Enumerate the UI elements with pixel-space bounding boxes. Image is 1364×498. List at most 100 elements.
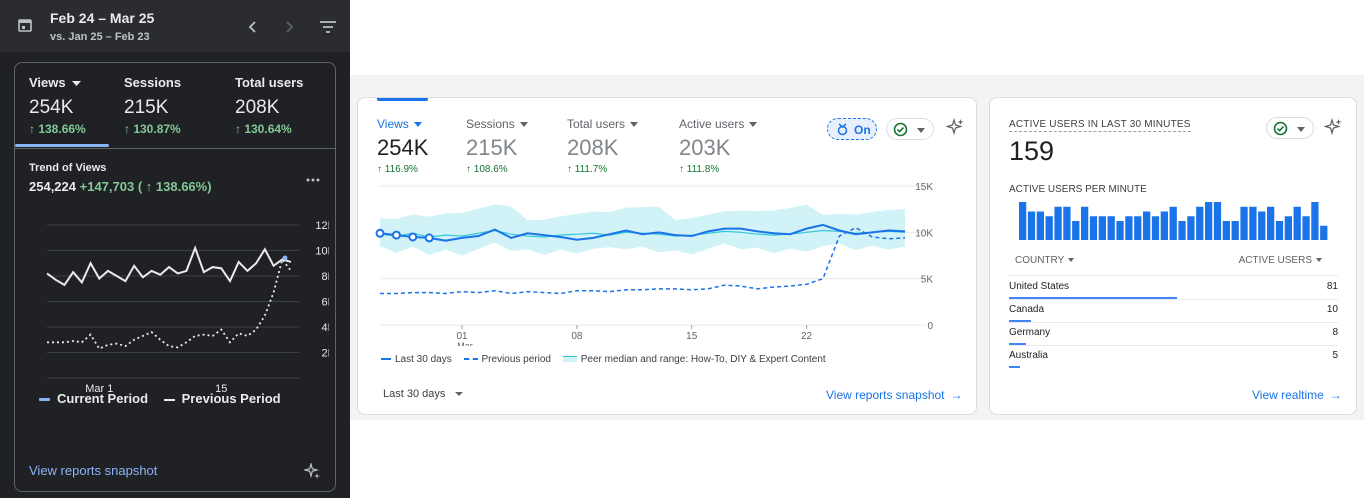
minute-bar [1311, 202, 1319, 240]
mobile-panel: Feb 24 – Mar 25 vs. Jan 25 – Feb 23 View… [0, 0, 350, 498]
kpi-change: ↑ 111.7% [567, 164, 608, 175]
link-label: View reports snapshot [826, 388, 945, 402]
kpi-label: Active users [679, 117, 745, 131]
country-users: 8 [1332, 327, 1338, 338]
mobile-kpi-views[interactable]: Views 254K ↑ 138.66% [29, 75, 86, 136]
chevron-left-icon[interactable] [244, 18, 262, 36]
minute-bar [1187, 216, 1195, 240]
country-name: Canada [1009, 304, 1045, 315]
minute-bar [1222, 221, 1230, 240]
header-label: COUNTRY [1015, 255, 1065, 266]
minute-bar [1151, 216, 1160, 240]
kpi-views[interactable]: Views 254K ↑ 116.9% [377, 117, 428, 175]
x-tick-label: 22 [801, 331, 813, 342]
caret-down-icon [1068, 258, 1075, 263]
calendar-icon[interactable] [17, 17, 33, 33]
country-column-header[interactable]: COUNTRY [1015, 255, 1075, 266]
mobile-kpi-total-users[interactable]: Total users 208K ↑ 130.64% [235, 75, 303, 136]
link-label: View realtime [1252, 388, 1324, 402]
kpi-value: 254K [377, 135, 429, 160]
previous-swatch [163, 398, 175, 401]
chevron-right-icon[interactable] [280, 18, 298, 36]
kpi-change: ↑ 116.9% [377, 164, 418, 175]
y-tick-label: 15K [915, 182, 933, 193]
caret-down-icon [1316, 258, 1322, 263]
minute-bar [1072, 221, 1080, 240]
divider [1009, 299, 1338, 300]
sparkle-icon[interactable] [304, 463, 320, 479]
kpi-value: 208K [235, 97, 280, 118]
minute-bar [1231, 221, 1239, 240]
share-bar [1009, 366, 1020, 368]
kpi-value: 215K [466, 135, 518, 160]
minute-bar [1196, 206, 1204, 240]
minute-bar [1258, 211, 1266, 240]
minute-bar [1213, 202, 1222, 240]
kpi-value: 215K [124, 97, 169, 118]
trend-summary: 254,224 +147,703 ( ↑ 138.66%) [29, 179, 212, 194]
header-label: ACTIVE USERS [1238, 255, 1312, 266]
kpi-value: 203K [679, 135, 731, 160]
benchmark-icon [837, 123, 848, 136]
y-tick-label: 6K [322, 297, 329, 309]
kpi-sessions[interactable]: Sessions 215K ↑ 108.6% [466, 117, 528, 175]
divider [1009, 275, 1338, 276]
country-row[interactable]: United States 81 [1009, 281, 1338, 303]
view-realtime-link[interactable]: View realtime → [1252, 388, 1342, 402]
date-range[interactable]: Feb 24 – Mar 25 [50, 10, 155, 26]
trend-delta: +147,703 [79, 179, 135, 194]
series-previous-period [47, 257, 292, 350]
benchmark-toggle[interactable]: On [827, 118, 877, 140]
legend-current: Current Period [57, 391, 149, 406]
minute-bar [1320, 225, 1328, 240]
kpi-change: ↑ 111.8% [679, 164, 720, 175]
country-name: United States [1009, 281, 1070, 292]
kpi-total-users[interactable]: Total users 208K ↑ 111.7% [567, 117, 639, 175]
minute-bar [1019, 202, 1027, 240]
minute-bar [1036, 211, 1044, 240]
country-row[interactable]: Australia 5 [1009, 350, 1338, 372]
range-label: Last 30 days [383, 388, 446, 400]
more-vert-icon[interactable] [305, 173, 321, 187]
legend-peer: Peer median and range: How-To, DIY & Exp… [580, 354, 826, 365]
trend-title: Trend of Views [29, 162, 107, 174]
peer-swatch [562, 356, 577, 363]
kpi-active-users[interactable]: Active users 203K ↑ 111.8% [679, 117, 758, 175]
sparkle-icon[interactable] [1324, 118, 1342, 136]
trend-percent: ( ↑ 138.66%) [137, 179, 212, 194]
caret-down-icon [413, 122, 422, 128]
minute-bar [1134, 216, 1142, 240]
kpi-change: ↑ 138.66% [29, 122, 86, 136]
x-tick-label: 15 [686, 331, 698, 342]
kpi-label: Total users [567, 117, 626, 131]
divider [15, 148, 335, 149]
per-minute-bar-chart [1019, 202, 1328, 240]
peer-range-band [380, 204, 905, 256]
minute-bar [1125, 216, 1133, 240]
mobile-kpi-sessions[interactable]: Sessions 215K ↑ 130.87% [124, 75, 181, 136]
legend-last30: Last 30 days [395, 354, 452, 365]
minute-bar [1284, 216, 1292, 240]
active-users-column-header[interactable]: ACTIVE USERS [1239, 255, 1322, 266]
minute-bar [1045, 216, 1053, 240]
filter-icon[interactable] [318, 18, 338, 36]
data-point [375, 228, 385, 238]
sparkle-icon[interactable] [946, 118, 964, 136]
country-row[interactable]: Germany 8 [1009, 327, 1338, 349]
legend-previous: Previous Period [181, 391, 281, 406]
legend-previous: Previous period [481, 354, 551, 365]
caret-down-icon [749, 122, 758, 128]
kpi-label: Views [377, 117, 409, 131]
x-tick-label: Mar 1 [85, 383, 113, 393]
country-row[interactable]: Canada 10 [1009, 304, 1338, 326]
realtime-title[interactable]: ACTIVE USERS IN LAST 30 MINUTES [1009, 119, 1191, 132]
date-range-select[interactable]: Last 30 days [383, 388, 464, 400]
toggle-label: On [854, 123, 871, 137]
view-reports-snapshot-link[interactable]: View reports snapshot [29, 463, 158, 478]
insights-status-pill[interactable] [1266, 117, 1314, 139]
insights-status-pill[interactable] [886, 118, 934, 140]
view-reports-snapshot-link[interactable]: View reports snapshot → [826, 388, 963, 402]
y-tick-label: 10K [915, 228, 933, 239]
